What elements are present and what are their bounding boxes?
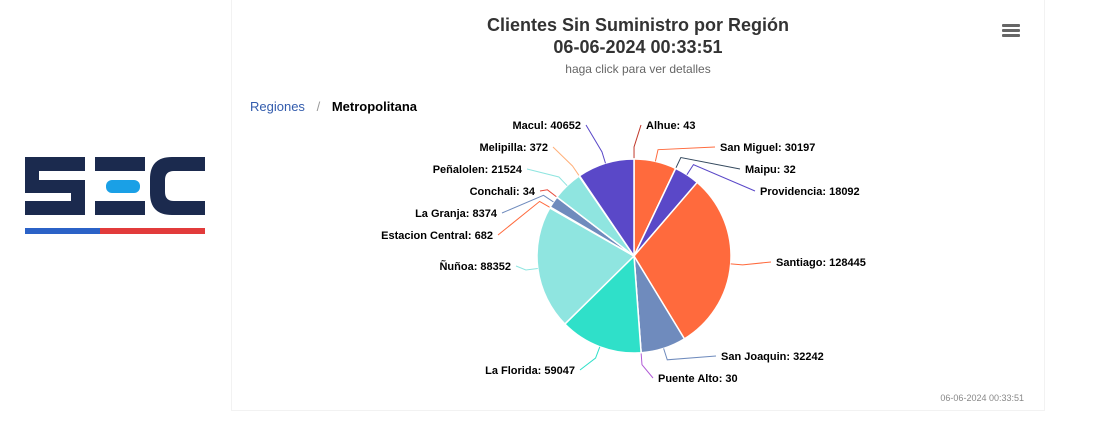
data-label: Maipu: 32 (745, 164, 796, 176)
pie-chart: Alhue: 43 San Miguel: 30197 Maipu: 32 Provi… (381, 120, 866, 385)
connector-line (497, 200, 551, 236)
sec-logo (0, 135, 232, 253)
data-label: La Granja: 8374 (415, 208, 498, 220)
connector-line (730, 261, 772, 266)
breadcrumb-separator: / (316, 99, 321, 114)
data-label: Macul: 40652 (513, 120, 581, 132)
data-label: San Miguel: 30197 (720, 142, 815, 154)
chart-timestamp: 06-06-2024 00:33:51 (940, 393, 1024, 403)
connector-line (585, 124, 606, 164)
data-label: Ñuñoa: 88352 (439, 260, 511, 273)
breadcrumb: Regiones / Metropolitana (250, 99, 417, 114)
connector-line (515, 265, 538, 271)
connector-line (640, 352, 654, 379)
data-label: Puente Alto: 30 (658, 373, 738, 385)
connector-line (526, 168, 568, 187)
chart-title-date: 06-06-2024 00:33:51 (553, 37, 723, 57)
data-label: Peñalolen: 21524 (433, 164, 523, 176)
pie-slice-santiago[interactable] (633, 181, 732, 340)
data-label: Alhue: 43 (646, 120, 696, 132)
connector-line (501, 194, 554, 214)
data-label: Estacion Central: 682 (381, 230, 493, 242)
data-label: Providencia: 18092 (760, 186, 860, 198)
connector-line (675, 157, 741, 170)
chart-menu-icon[interactable] (1002, 24, 1020, 40)
sec-logo-graphic (25, 157, 205, 234)
breadcrumb-regiones-link[interactable]: Regiones (250, 99, 305, 114)
chart-container: Clientes Sin Suministro por Región 06-06… (232, 0, 1044, 410)
data-label: Santiago: 128445 (776, 257, 866, 269)
data-label: Conchali: 34 (470, 186, 536, 198)
connector-line (552, 146, 580, 177)
chart-title-text: Clientes Sin Suministro por Región (486, 15, 790, 35)
connector-line (686, 164, 756, 192)
connector-line (663, 348, 717, 361)
connector-line (654, 146, 716, 162)
pie-slice-macul[interactable] (578, 158, 635, 259)
data-label: La Florida: 59047 (485, 365, 575, 377)
data-label: San Joaquin: 32242 (721, 351, 824, 363)
connector-line (539, 189, 558, 198)
breadcrumb-current: Metropolitana (331, 99, 418, 114)
chart-title: Clientes Sin Suministro por Región 06-06… (232, 14, 1044, 58)
pie-slice-la-florida[interactable] (563, 254, 642, 354)
connector-line (579, 346, 601, 371)
data-label: Melipilla: 372 (480, 142, 548, 154)
chart-subtitle: haga click para ver detalles (565, 62, 711, 76)
connector-line (633, 124, 642, 160)
